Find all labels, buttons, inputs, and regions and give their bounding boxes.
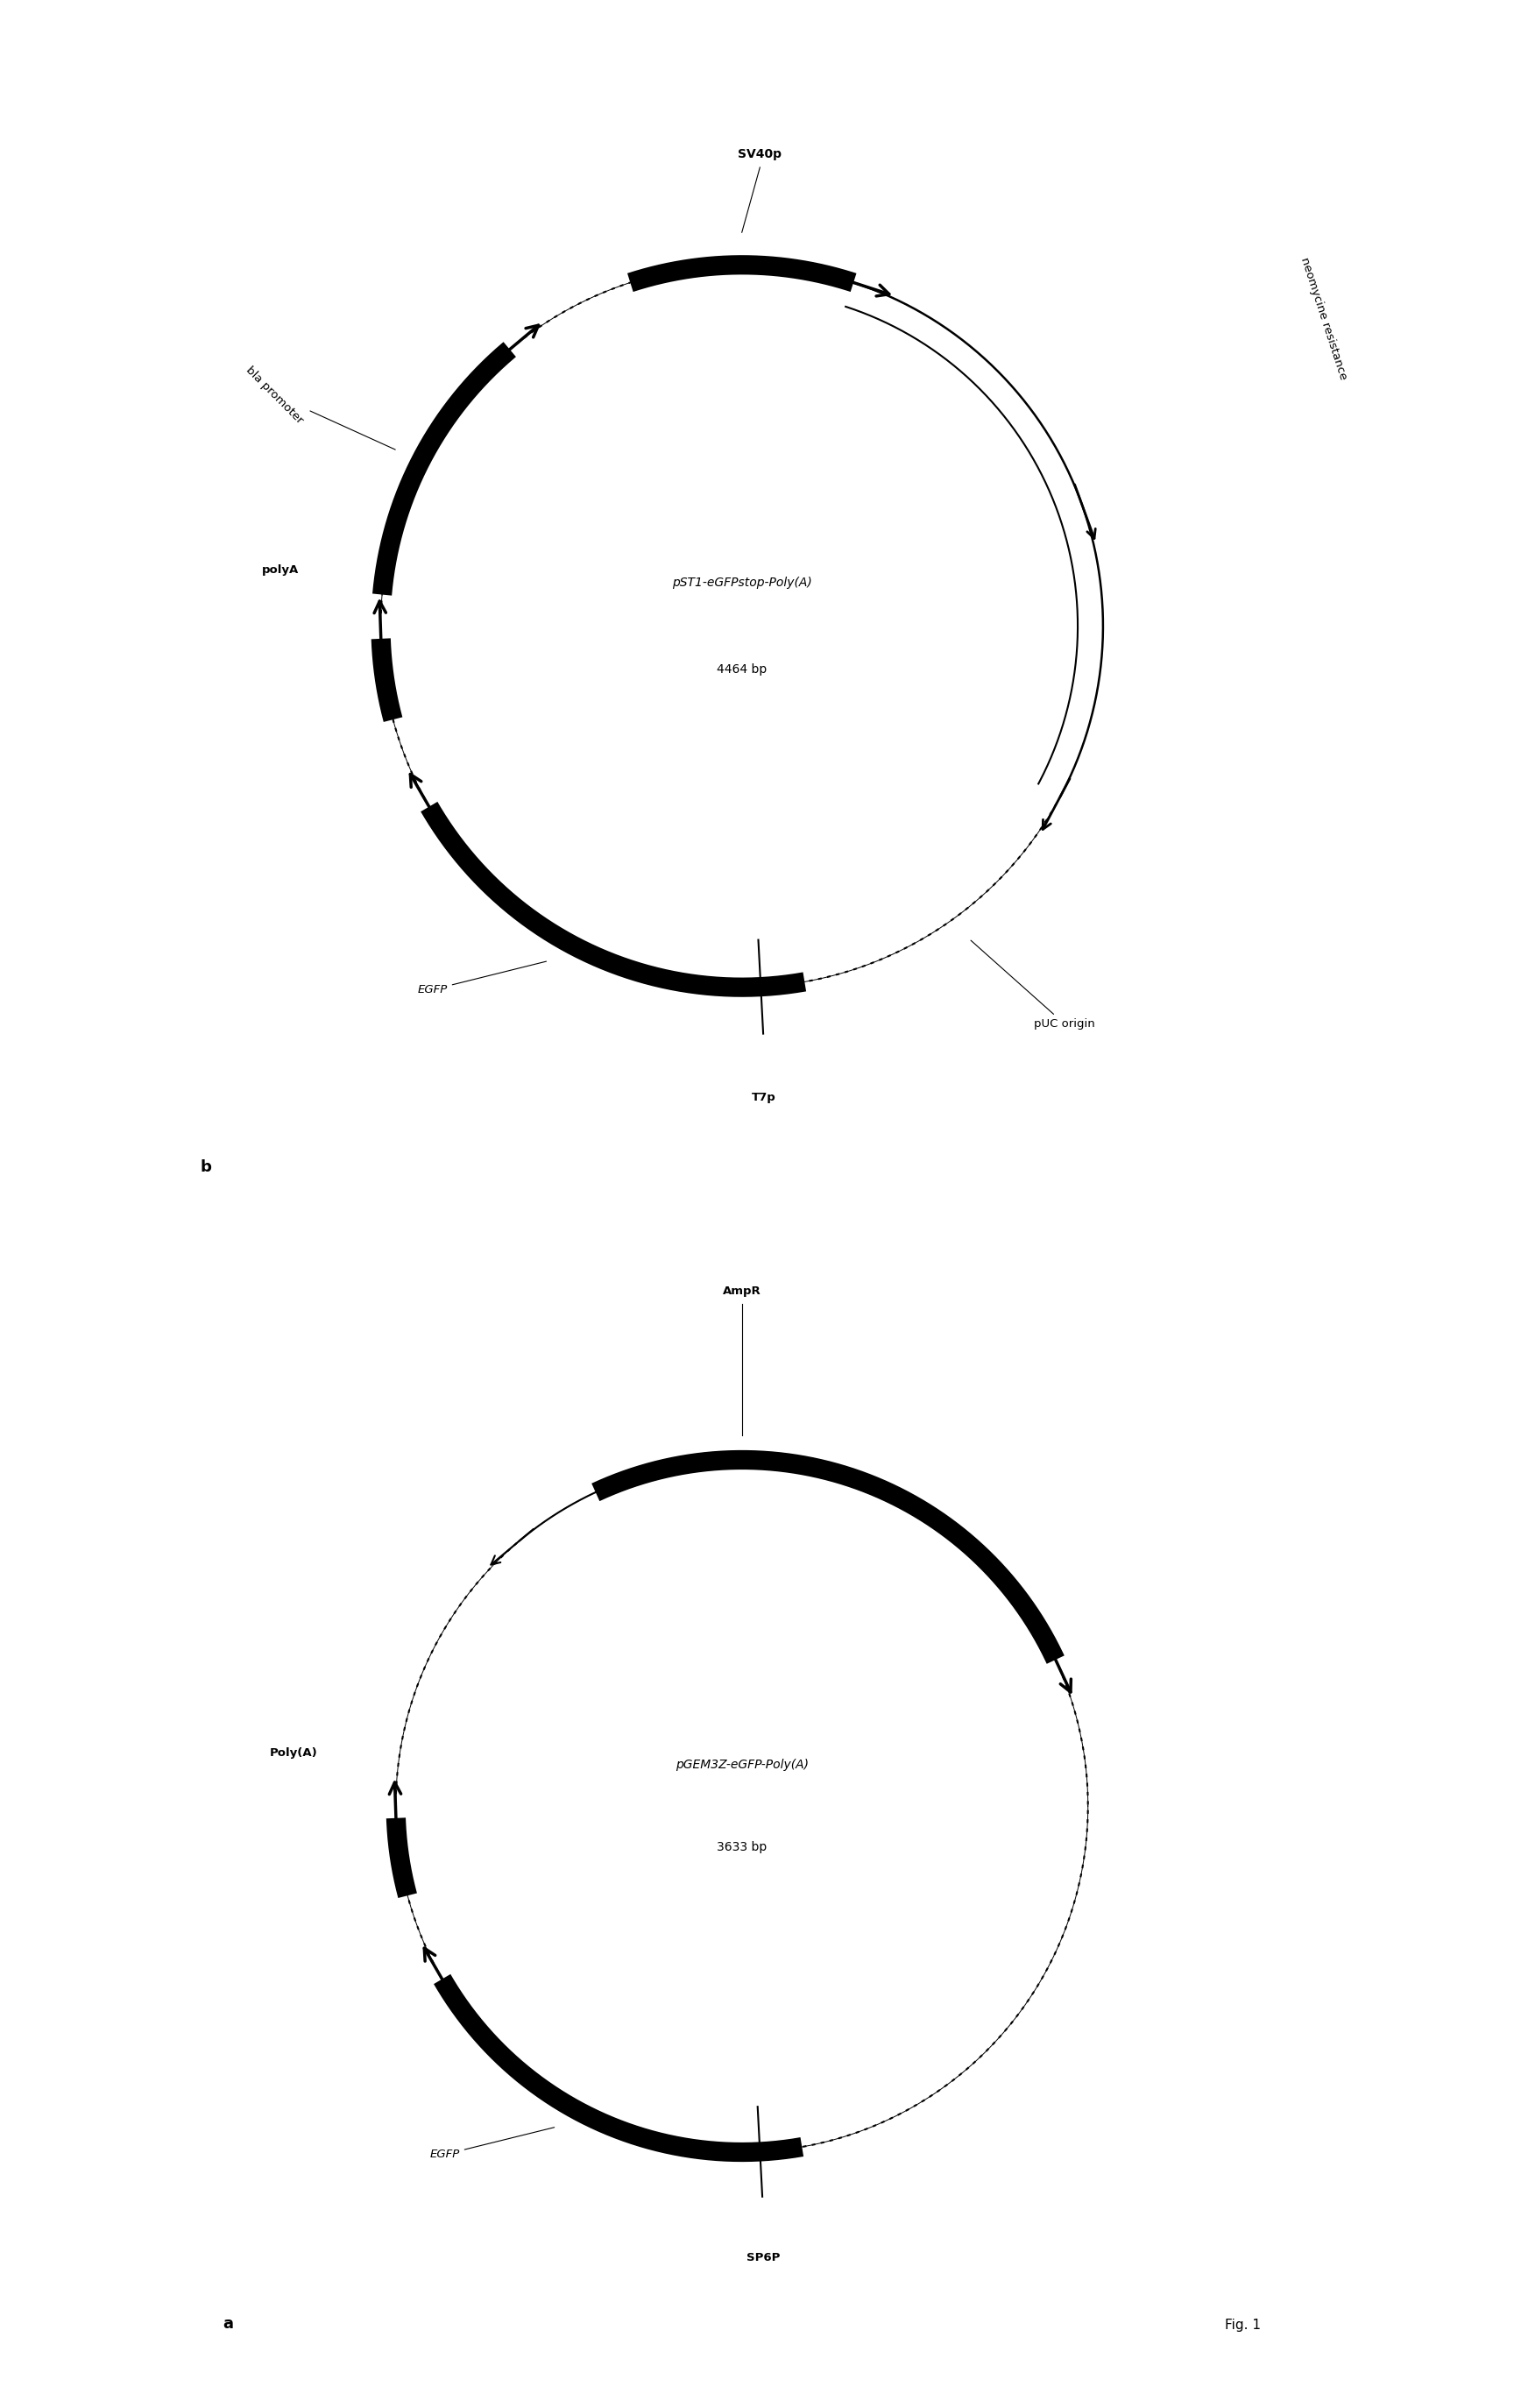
Text: SP6P: SP6P <box>746 2251 780 2264</box>
Text: 3633 bp: 3633 bp <box>716 1842 768 1854</box>
Text: pGEM3Z-eGFP-Poly(A): pGEM3Z-eGFP-Poly(A) <box>675 1758 808 1770</box>
Text: pUC origin: pUC origin <box>970 942 1095 1031</box>
Text: 4464 bp: 4464 bp <box>716 662 768 677</box>
Text: a: a <box>223 2316 233 2331</box>
Text: bla promoter: bla promoter <box>244 364 395 450</box>
Text: pST1-eGFPstop-Poly(A): pST1-eGFPstop-Poly(A) <box>672 576 812 590</box>
Text: Poly(A): Poly(A) <box>269 1746 318 1758</box>
Text: Fig. 1: Fig. 1 <box>1225 2319 1261 2331</box>
Text: polyA: polyA <box>262 566 300 576</box>
Text: AmpR: AmpR <box>722 1286 762 1298</box>
Text: EGFP: EGFP <box>430 2126 554 2160</box>
Text: EGFP: EGFP <box>418 961 547 995</box>
Text: SV40p: SV40p <box>737 147 781 159</box>
Text: b: b <box>200 1158 212 1175</box>
Text: neomycine resistance: neomycine resistance <box>1299 255 1349 380</box>
Text: T7p: T7p <box>752 1091 777 1103</box>
